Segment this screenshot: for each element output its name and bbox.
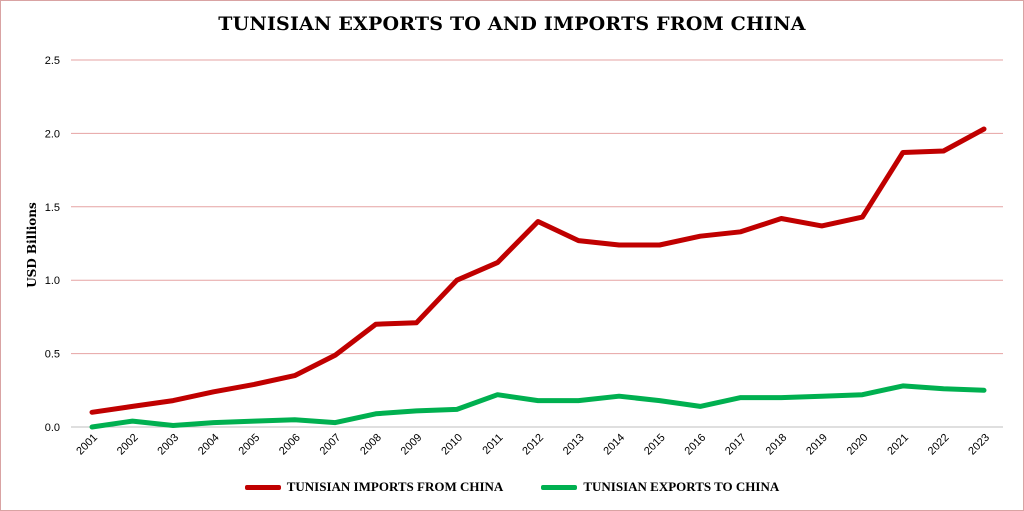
x-axis-ticks: 2001 2002 2003 2004 2005 2006 2007 2008 2009 2010… xyxy=(74,432,992,458)
legend-item-exports: TUNISIAN EXPORTS TO CHINA xyxy=(541,479,779,495)
series-lines xyxy=(89,126,987,430)
y-axis-ticks: 0.0 0.5 1.0 1.5 2.0 2.5 xyxy=(45,55,60,434)
x-tick-label: 2003 xyxy=(155,432,181,458)
x-tick-label: 2019 xyxy=(804,432,830,458)
exports-series-line xyxy=(89,383,987,430)
x-tick-label: 2001 xyxy=(74,432,100,458)
chart-title: TUNISIAN EXPORTS TO AND IMPORTS FROM CHI… xyxy=(218,13,806,35)
x-tick-label: 2004 xyxy=(196,432,222,458)
y-tick-label: 0.0 xyxy=(45,422,60,434)
imports-series-line xyxy=(89,126,987,415)
x-tick-label: 2022 xyxy=(926,432,952,458)
x-tick-label: 2020 xyxy=(845,432,871,458)
y-tick-label: 2.5 xyxy=(45,55,60,67)
y-tick-label: 1.5 xyxy=(45,202,60,214)
x-tick-label: 2017 xyxy=(723,432,749,458)
x-tick-label: 2005 xyxy=(237,432,263,458)
x-tick-label: 2008 xyxy=(358,432,384,458)
x-tick-label: 2018 xyxy=(764,432,790,458)
x-tick-label: 2023 xyxy=(966,432,992,458)
x-tick-label: 2011 xyxy=(480,432,505,457)
x-tick-label: 2015 xyxy=(642,432,668,458)
x-tick-label: 2006 xyxy=(277,432,303,458)
x-tick-label: 2007 xyxy=(318,432,344,458)
y-tick-label: 0.5 xyxy=(45,349,60,361)
legend: TUNISIAN IMPORTS FROM CHINA TUNISIAN EXP… xyxy=(1,479,1023,495)
x-tick-label: 2014 xyxy=(601,432,627,458)
legend-item-imports: TUNISIAN IMPORTS FROM CHINA xyxy=(244,479,504,495)
y-axis-label: USD Billions xyxy=(25,202,39,288)
legend-label-imports: TUNISIAN IMPORTS FROM CHINA xyxy=(286,479,504,494)
x-tick-label: 2009 xyxy=(399,432,425,458)
legend-swatch-imports xyxy=(244,484,281,490)
line-chart: 0.00.51.01.52.02.5 2001 2002 2003 2004 2005 2… xyxy=(25,55,1003,458)
x-tick-label: 2002 xyxy=(115,432,141,458)
y-tick-label: 1.0 xyxy=(45,275,60,287)
x-tick-label: 2016 xyxy=(683,432,709,458)
legend-label-exports: TUNISIAN EXPORTS TO CHINA xyxy=(583,479,780,494)
x-tick-label: 2013 xyxy=(561,432,587,458)
y-tick-label: 2.0 xyxy=(45,128,60,140)
legend-swatch-exports xyxy=(541,484,578,490)
x-tick-label: 2021 xyxy=(885,432,911,458)
gridlines xyxy=(71,59,1003,428)
x-tick-label: 2010 xyxy=(439,432,465,458)
x-tick-label: 2012 xyxy=(520,432,546,458)
